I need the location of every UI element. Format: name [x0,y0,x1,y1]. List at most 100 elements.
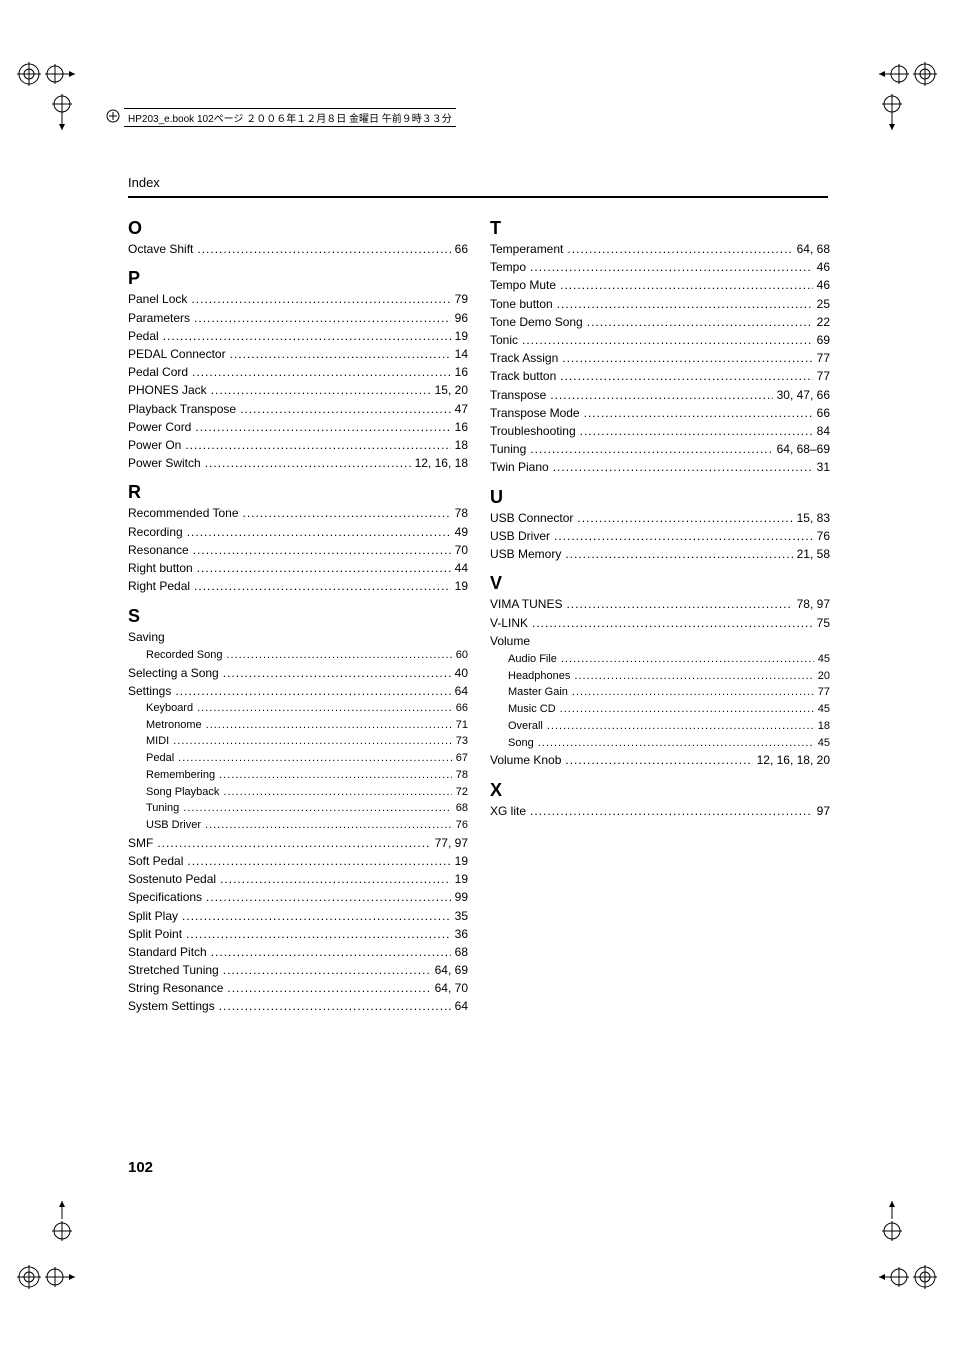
index-sublabel: Saving [128,629,468,647]
index-entry: SMF77, 97 [128,835,468,852]
index-entry-dots [223,962,431,979]
index-entry-page: 45 [814,652,830,668]
index-entry: USB Connector 15, 83 [490,510,830,527]
index-entry-page: 68 [451,944,468,961]
index-entry-dots [557,296,813,313]
index-entry-page: 12, 16, 18 [411,455,468,472]
index-entry-dots [243,505,451,522]
index-entry-label: Twin Piano [490,459,553,476]
index-entry: Tempo46 [490,259,830,276]
index-entry-label: Split Point [128,926,186,943]
index-entry-dots [175,683,450,700]
index-entry-page: 71 [452,718,468,734]
index-entry: Transpose Mode66 [490,405,830,422]
index-entry: Pedal19 [128,328,468,345]
index-entry-page: 36 [451,926,468,943]
index-entry-label: Remembering [146,768,219,784]
registration-mark-bl2 [48,1201,76,1261]
index-entry-dots [220,871,451,888]
index-entry-label: Pedal Cord [128,364,192,381]
index-entry-dots [163,328,451,345]
index-entry-page: 78, 97 [793,596,830,613]
index-entry-label: V-LINK [490,615,532,632]
index-entry-page: 66 [452,701,468,717]
index-entry-page: 45 [814,702,830,718]
index-entry-label: Song [508,736,538,752]
index-entry: Pedal Cord16 [128,364,468,381]
index-entry-page: 20 [814,669,830,685]
index-entry-dots [191,291,450,308]
index-column-left: OOctave Shift66PPanel Lock79Parameters96… [128,218,468,1017]
index-entry-dots [240,401,451,418]
index-entry-page: 70 [451,542,468,559]
index-entry: Specifications99 [128,889,468,906]
index-entry-dots [566,596,792,613]
index-entry-page: 19 [451,871,468,888]
index-entry-page: 66 [451,241,468,258]
index-entry-label: MIDI [146,734,173,750]
index-entry-dots [554,528,813,545]
index-entry: String Resonance64, 70 [128,980,468,997]
index-entry: Sostenuto Pedal 19 [128,871,468,888]
index-entry: Song Playback72 [128,785,468,801]
index-entry-label: Power On [128,437,185,454]
index-entry-dots [206,889,451,906]
index-entry-label: PHONES Jack [128,382,211,399]
index-entry-page: 64, 70 [431,980,468,997]
index-entry-label: PEDAL Connector [128,346,230,363]
index-entry: Overall18 [490,719,830,735]
index-entry-label: USB Memory [490,546,565,563]
index-entry-page: 15, 83 [793,510,830,527]
index-entry-label: USB Driver [490,528,554,545]
index-entry-label: Resonance [128,542,193,559]
index-entry: Resonance 70 [128,542,468,559]
registration-mark-bl [15,1263,75,1291]
index-entry-dots [532,615,813,632]
index-entry-page: 30, 47, 66 [773,387,830,404]
index-entry: Split Play35 [128,908,468,925]
index-entry-label: Power Switch [128,455,205,472]
index-entry: Music CD45 [490,702,830,718]
index-entry-dots [230,346,451,363]
index-entry-label: Volume [490,633,532,650]
index-entry-dots [187,853,450,870]
index-entry-dots [197,701,452,717]
index-entry-page: 18 [451,437,468,454]
index-entry-label: Song Playback [146,785,223,801]
index-entry-page: 78 [451,505,468,522]
index-letter: S [128,606,468,627]
index-entry-page: 25 [813,296,830,313]
index-entry-dots [550,387,772,404]
index-letter: U [490,487,830,508]
index-column-right: TTemperament64, 68Tempo46Tempo Mute46Ton… [490,218,830,821]
index-entry-dots [227,980,430,997]
index-entry: Track button77 [490,368,830,385]
index-entry-dots [567,241,792,258]
index-entry-dots [194,310,451,327]
index-entry-dots [223,785,451,801]
index-entry-dots [157,835,430,852]
index-entry-label: Transpose Mode [490,405,584,422]
registration-mark-tl2 [48,90,76,150]
index-entry-label: Overall [508,719,547,735]
index-entry-dots [185,437,450,454]
index-entry-dots [186,926,451,943]
index-entry-label: Keyboard [146,701,197,717]
index-letter: V [490,573,830,594]
index-entry-dots [195,419,450,436]
index-entry-label: Tuning [146,801,183,817]
index-entry-page: 68 [452,801,468,817]
index-entry: Temperament64, 68 [490,241,830,258]
index-entry-page: 31 [813,459,830,476]
index-entry: Transpose30, 47, 66 [490,387,830,404]
index-entry: Playback Transpose47 [128,401,468,418]
index-entry-page: 64, 68 [793,241,830,258]
index-entry-label: Sostenuto Pedal [128,871,220,888]
index-entry-label: USB Connector [490,510,577,527]
index-entry: PEDAL Connector14 [128,346,468,363]
index-entry-page: 78 [452,768,468,784]
index-entry-label: Right Pedal [128,578,194,595]
index-entry-dots [572,685,814,701]
index-entry-page: 46 [813,259,830,276]
registration-mark-tl [15,60,75,88]
